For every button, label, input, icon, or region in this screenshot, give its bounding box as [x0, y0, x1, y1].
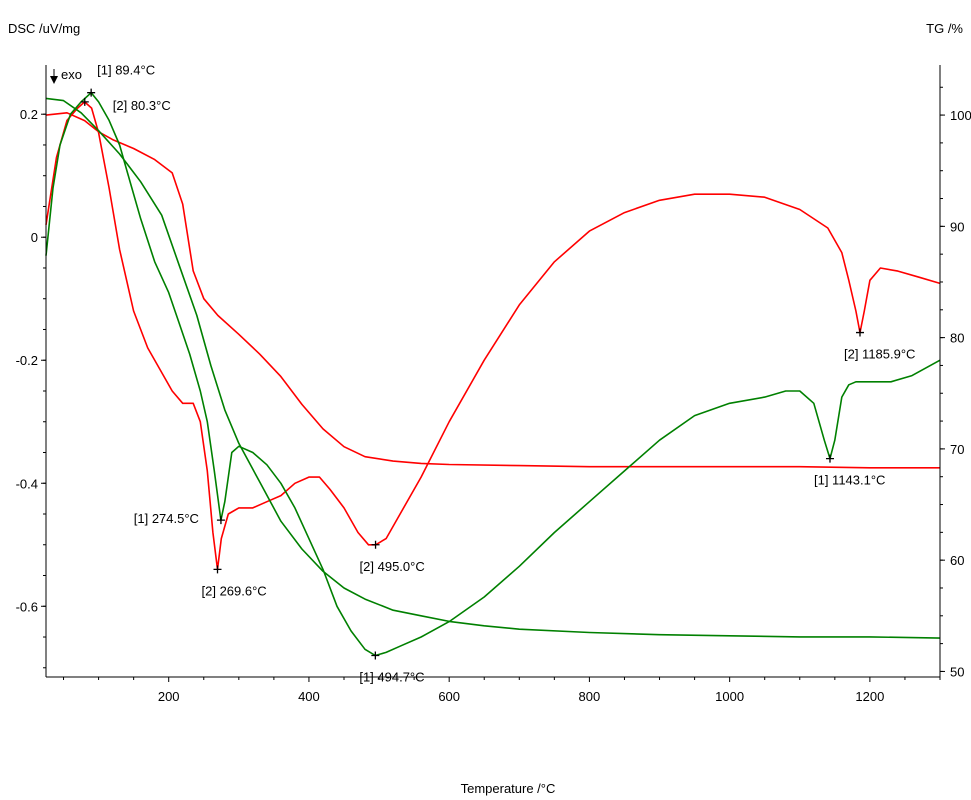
peak-marker: [825, 454, 834, 463]
exo-label: exo: [61, 67, 82, 82]
peak-label: [1] 494.7°C: [359, 669, 424, 684]
right-tick-label: 80: [950, 331, 964, 346]
x-tick-label: 1200: [855, 689, 884, 704]
series-line-2-right: [45, 112, 940, 469]
peak-marker: [855, 328, 864, 337]
peak-marker: [80, 97, 89, 106]
left-axis-title: DSC /uV/mg: [8, 21, 80, 36]
left-tick-label: -0.6: [16, 599, 38, 614]
x-axis-title: Temperature /°C: [461, 781, 556, 796]
right-tick-label: 100: [950, 108, 971, 123]
left-tick-label: 0: [31, 230, 38, 245]
left-tick-label: -0.4: [16, 476, 38, 491]
left-tick-label: -0.2: [16, 353, 38, 368]
peak-marker: [216, 516, 225, 525]
peak-label: [2] 80.3°C: [113, 98, 171, 113]
peak-label: [1] 274.5°C: [134, 511, 199, 526]
series-layer: [45, 91, 941, 657]
annotation-layer: [1] 89.4°C [2] 80.3°C [1] 274.5°C [2] 269.6…: [80, 63, 915, 684]
peak-label: [1] 89.4°C: [97, 63, 155, 78]
right-tick-label: 70: [950, 442, 964, 457]
peak-marker: [371, 651, 380, 660]
right-tick-label: 90: [950, 219, 964, 234]
peak-label: [2] 1185.9°C: [844, 347, 915, 362]
peak-marker: [87, 88, 96, 97]
right-axis-title: TG /%: [926, 21, 963, 36]
axis-layer: 200 400 600 800 1000 1200 0.2 0 -0.2 -0.4 -0.6 100 9…: [16, 65, 971, 704]
right-tick-label: 50: [950, 664, 964, 679]
peak-label: [2] 495.0°C: [360, 559, 425, 574]
series-line-3-left: [45, 91, 941, 657]
peak-label: [2] 269.6°C: [202, 583, 267, 598]
right-tick-label: 60: [950, 553, 964, 568]
x-tick-label: 600: [438, 689, 460, 704]
x-tick-label: 400: [298, 689, 320, 704]
x-tick-label: 800: [579, 689, 601, 704]
exo-indicator: exo: [50, 67, 82, 84]
peak-label: [1] 1143.1°C: [814, 473, 885, 488]
x-tick-label: 1000: [715, 689, 744, 704]
left-tick-label: 0.2: [20, 107, 38, 122]
peak-marker: [213, 565, 222, 574]
x-tick-label: 200: [158, 689, 180, 704]
series-line-4-right: [45, 97, 941, 639]
exo-arrow-head-icon: [50, 76, 58, 84]
series-line-1-left: [45, 101, 941, 571]
peak-marker: [371, 540, 380, 549]
